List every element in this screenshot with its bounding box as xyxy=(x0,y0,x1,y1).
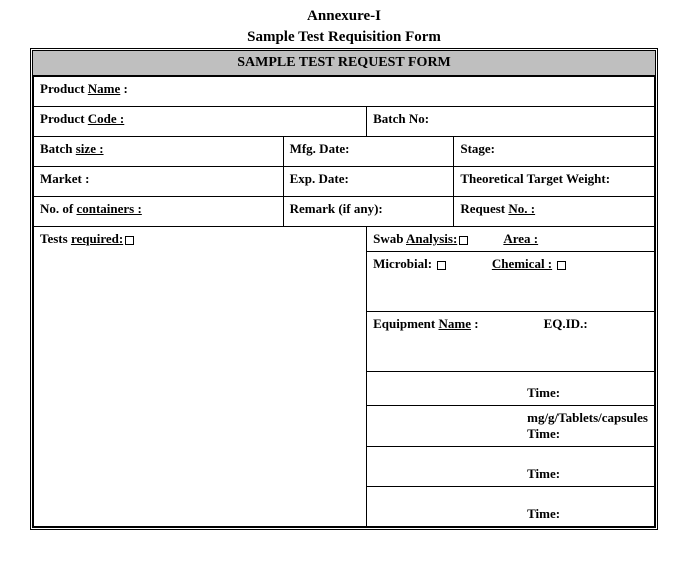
time-cell-4: Time: xyxy=(367,487,655,527)
exp-date-cell: Exp. Date: xyxy=(283,167,454,197)
microbial-chemical-cell: Microbial: Chemical : xyxy=(367,252,655,312)
product-code-cell: Product Code : xyxy=(34,107,367,137)
mg-time-cell: mg/g/Tablets/capsules Time: xyxy=(367,406,655,447)
mfg-date-cell: Mfg. Date: xyxy=(283,137,454,167)
swab-analysis-cell: Swab Analysis: Area : xyxy=(367,227,655,252)
form-header: SAMPLE TEST REQUEST FORM xyxy=(33,51,655,76)
remark-cell: Remark (if any): xyxy=(283,197,454,227)
chemical-checkbox[interactable] xyxy=(557,261,566,270)
form-container: SAMPLE TEST REQUEST FORM Product Name : … xyxy=(30,48,658,530)
request-no-cell: Request No. : xyxy=(454,197,655,227)
product-name-cell: Product Name : xyxy=(34,77,655,107)
annexure-title: Annexure-I xyxy=(30,8,658,25)
form-subtitle: Sample Test Requisition Form xyxy=(30,29,658,46)
swab-checkbox[interactable] xyxy=(459,236,468,245)
tests-required-checkbox[interactable] xyxy=(125,236,134,245)
time-cell-3: Time: xyxy=(367,447,655,487)
target-weight-cell: Theoretical Target Weight: xyxy=(454,167,655,197)
microbial-checkbox[interactable] xyxy=(437,261,446,270)
containers-cell: No. of containers : xyxy=(34,197,284,227)
batch-no-cell: Batch No: xyxy=(367,107,655,137)
batch-size-cell: Batch size : xyxy=(34,137,284,167)
equipment-cell: Equipment Name : EQ.ID.: xyxy=(367,312,655,372)
stage-cell: Stage: xyxy=(454,137,655,167)
form-table: Product Name : Product Code : Batch No: … xyxy=(33,76,655,527)
time-cell-1: Time: xyxy=(367,372,655,406)
market-cell: Market : xyxy=(34,167,284,197)
tests-required-cell: Tests required: xyxy=(34,227,367,527)
